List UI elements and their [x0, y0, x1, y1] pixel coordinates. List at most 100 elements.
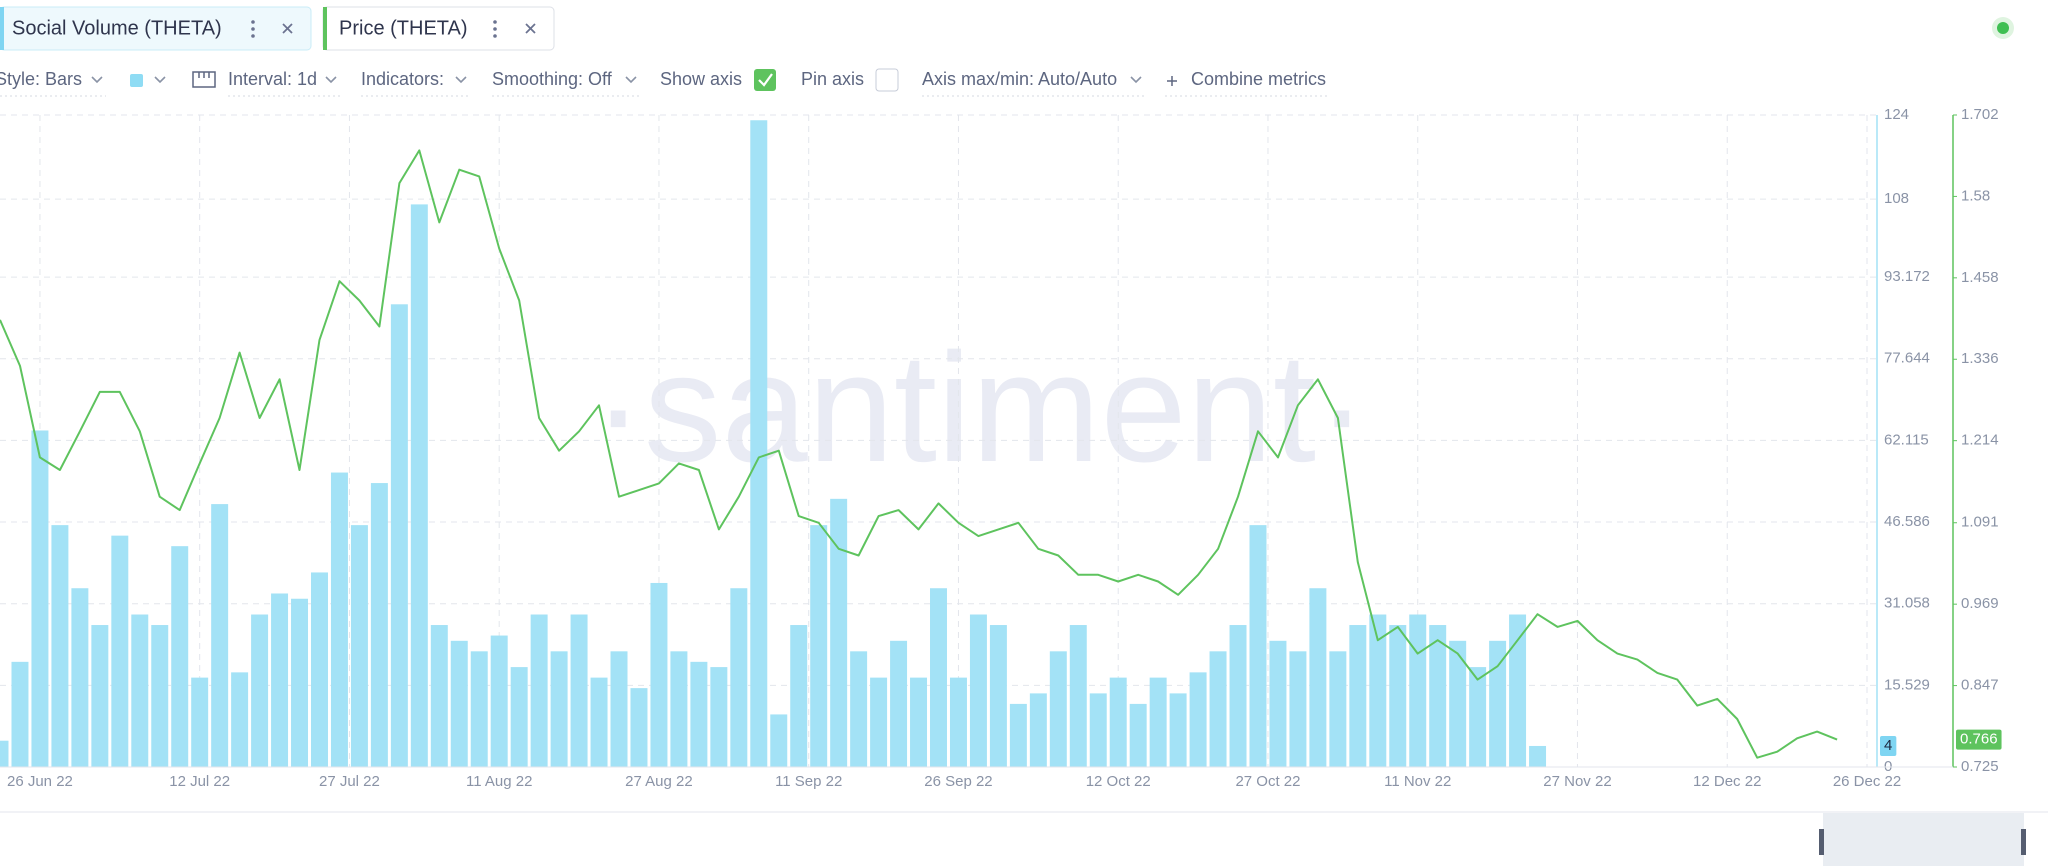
bar	[191, 677, 209, 767]
bar	[710, 667, 728, 767]
style-select[interactable]: Style: Bars	[0, 69, 82, 89]
bar	[271, 593, 289, 767]
bar	[949, 677, 967, 767]
y-tick-label: 93.172	[1884, 268, 1930, 285]
bar	[370, 483, 388, 767]
y-tick-label: 62.115	[1884, 431, 1929, 448]
checkbox-checked[interactable]	[754, 69, 776, 91]
bar	[430, 625, 448, 767]
x-tick-label: 27 Aug 22	[625, 773, 693, 790]
show-axis-label: Show axis	[660, 69, 742, 89]
chevron	[154, 76, 166, 84]
bar	[1209, 651, 1227, 767]
bar	[610, 651, 628, 767]
bar	[1109, 677, 1127, 767]
plot	[0, 120, 1838, 768]
axes: 26 Jun 22 12 Jul 22 27 Jul 22 11 Aug 22 27 A…	[0, 106, 2002, 790]
bar	[1149, 677, 1167, 767]
chevron	[455, 76, 467, 84]
status-dot	[1997, 22, 2009, 34]
x-tick-label: 11 Aug 22	[466, 773, 532, 790]
price-line	[0, 149, 1838, 759]
interval-select[interactable]: Interval: 1d	[228, 69, 317, 89]
bar	[530, 614, 548, 767]
bar	[1309, 588, 1327, 767]
bar	[630, 688, 648, 767]
value-badge-label: 4	[1884, 737, 1892, 754]
tab-label: Social Volume (THETA)	[12, 17, 222, 39]
bar	[690, 661, 708, 767]
bar	[1049, 651, 1067, 767]
bar	[770, 714, 788, 767]
bar	[890, 640, 908, 767]
chevron	[91, 76, 103, 84]
x-tick-label: 27 Jul 22	[319, 773, 380, 790]
x-tick-label: 11 Sep 22	[775, 773, 842, 790]
bar	[131, 614, 149, 767]
bar	[1509, 614, 1527, 767]
y2-tick-label: 1.458	[1961, 269, 1999, 286]
bar	[1069, 625, 1087, 767]
bar	[989, 625, 1007, 767]
bar	[71, 588, 89, 767]
bar	[291, 598, 309, 767]
bar	[0, 740, 9, 767]
bar	[111, 535, 129, 767]
close-icon[interactable]	[282, 23, 293, 34]
tab[interactable]	[0, 6, 312, 51]
plus-icon	[1167, 76, 1177, 86]
bar	[91, 625, 109, 767]
close-icon[interactable]	[525, 23, 536, 34]
smoothing-select[interactable]: Smoothing: Off	[492, 69, 613, 89]
bar	[1249, 525, 1267, 767]
bar	[790, 625, 808, 767]
bar	[51, 525, 69, 767]
combine-metrics-button[interactable]: Combine metrics	[1191, 69, 1326, 89]
bar	[850, 651, 868, 767]
pin-axis-label: Pin axis	[801, 69, 864, 89]
value-badge	[1956, 729, 2002, 750]
bar	[1469, 667, 1487, 767]
bar	[231, 672, 249, 767]
navigator-handle[interactable]	[1819, 829, 1824, 855]
bar	[1449, 640, 1467, 767]
bar	[930, 588, 947, 767]
bar	[1429, 625, 1447, 767]
bar	[1289, 651, 1307, 767]
x-tick-label: 12 Oct 22	[1086, 773, 1151, 790]
bar	[171, 546, 189, 767]
bar	[31, 430, 49, 767]
bar	[1189, 672, 1207, 767]
y-tick-label: 15.529	[1884, 676, 1930, 693]
bar	[470, 651, 488, 767]
bar	[870, 677, 888, 767]
x-tick-label: 27 Oct 22	[1235, 773, 1300, 790]
check-mark	[758, 73, 773, 87]
y2-tick-label: 1.091	[1961, 514, 1999, 531]
y-tick-label: 0	[1884, 758, 1892, 775]
bar	[1089, 693, 1107, 767]
navigator-window[interactable]	[1823, 813, 2024, 866]
bar	[450, 640, 468, 767]
bar	[670, 651, 688, 767]
bar	[390, 304, 408, 767]
x-tick-label: 11 Nov 22	[1384, 773, 1451, 790]
axis-range-select[interactable]: Axis max/min: Auto/Auto	[922, 69, 1117, 89]
bar	[1349, 625, 1367, 767]
x-tick-label: 26 Dec 22	[1833, 773, 1901, 790]
bar	[1009, 703, 1027, 767]
bar	[550, 651, 568, 767]
bar	[830, 498, 848, 767]
bar	[910, 677, 928, 767]
navigator-handle[interactable]	[2021, 829, 2026, 855]
tab-accent	[0, 7, 4, 50]
checkbox[interactable]	[875, 68, 899, 92]
bar	[350, 525, 368, 767]
bar	[490, 635, 508, 767]
menu-icon[interactable]	[251, 20, 255, 38]
color-swatch[interactable]	[130, 74, 143, 87]
menu-icon[interactable]	[493, 20, 497, 38]
bar	[1389, 625, 1407, 767]
y-tick-label: 46.586	[1884, 513, 1930, 530]
indicators-select[interactable]: Indicators:	[361, 69, 444, 89]
